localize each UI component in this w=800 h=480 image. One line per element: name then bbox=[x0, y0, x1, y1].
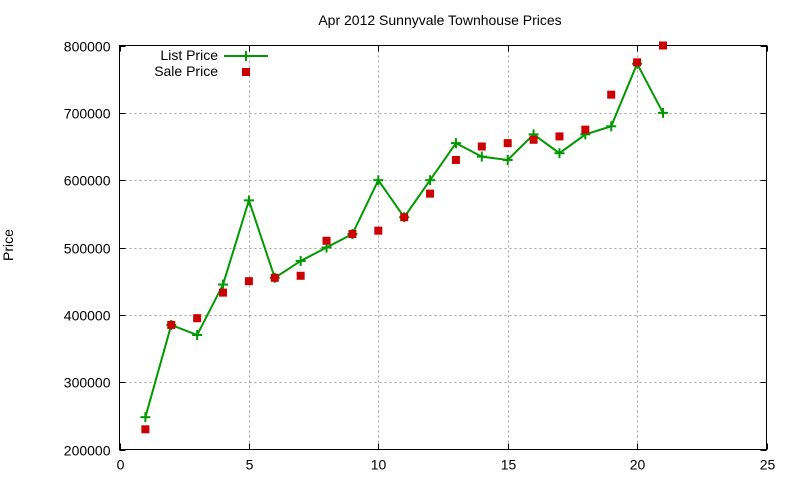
square-marker bbox=[242, 68, 250, 76]
square-marker bbox=[400, 213, 409, 222]
data-series bbox=[140, 41, 668, 434]
series-line bbox=[144, 61, 664, 418]
square-marker bbox=[374, 226, 383, 235]
square-marker bbox=[167, 320, 176, 329]
square-marker bbox=[555, 132, 564, 141]
legend-item-sale-price: Sale Price bbox=[128, 63, 218, 79]
x-tick-label: 10 bbox=[371, 457, 387, 473]
square-marker bbox=[607, 90, 616, 99]
y-tick-label: 400000 bbox=[64, 308, 111, 324]
square-marker bbox=[219, 288, 228, 297]
square-marker bbox=[322, 236, 331, 245]
square-marker bbox=[529, 135, 538, 144]
y-tick-label: 200000 bbox=[64, 443, 111, 459]
square-marker bbox=[633, 58, 642, 67]
x-tick-label: 0 bbox=[117, 457, 125, 473]
legend: List Price Sale Price bbox=[128, 47, 218, 79]
square-marker bbox=[477, 142, 486, 151]
y-tick-label: 800000 bbox=[64, 39, 111, 55]
square-marker bbox=[296, 271, 305, 280]
square-marker bbox=[348, 230, 357, 239]
legend-label: List Price bbox=[160, 47, 218, 63]
square-marker bbox=[244, 277, 253, 286]
square-marker bbox=[658, 41, 667, 50]
square-marker bbox=[451, 155, 460, 164]
y-tick-label: 700000 bbox=[64, 106, 111, 122]
square-marker bbox=[270, 273, 279, 282]
legend-markers bbox=[224, 51, 268, 76]
chart-title: Apr 2012 Sunnyvale Townhouse Prices bbox=[318, 12, 562, 28]
x-tick-label: 25 bbox=[760, 457, 776, 473]
plot-frame bbox=[119, 45, 767, 450]
x-tick-label: 5 bbox=[246, 457, 254, 473]
square-marker bbox=[193, 314, 202, 323]
square-marker bbox=[503, 139, 512, 148]
grid-lines bbox=[119, 45, 767, 450]
y-tick-label: 300000 bbox=[64, 375, 111, 391]
square-marker bbox=[581, 125, 590, 134]
square-marker bbox=[426, 189, 435, 198]
axis-ticks: 200000 300000 400000 500000 600000 700000 8000… bbox=[64, 39, 776, 473]
y-tick-label: 500000 bbox=[64, 241, 111, 257]
square-marker bbox=[141, 425, 150, 434]
legend-item-list-price: List Price bbox=[128, 47, 218, 63]
x-tick-label: 15 bbox=[501, 457, 517, 473]
y-tick-label: 600000 bbox=[64, 173, 111, 189]
x-tick-label: 20 bbox=[630, 457, 646, 473]
legend-label: Sale Price bbox=[154, 63, 218, 79]
